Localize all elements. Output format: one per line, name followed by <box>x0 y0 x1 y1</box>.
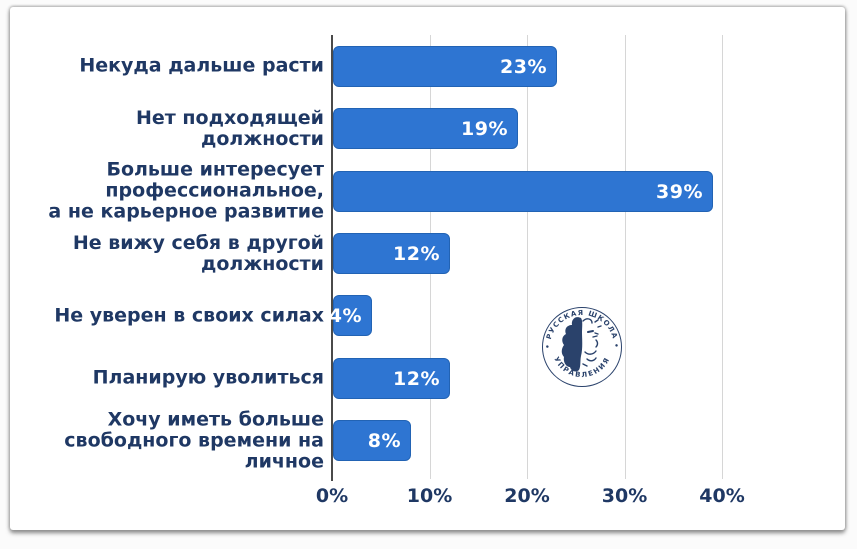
logo-ring <box>542 307 622 387</box>
lion-icon <box>561 317 602 372</box>
x-tick-label: 0% <box>315 485 349 507</box>
category-label: Планирую уволиться <box>92 366 324 389</box>
bar-value-label: 12% <box>393 242 440 265</box>
category-label: Хочу иметь больше свободного времени на … <box>64 408 324 473</box>
bar: 39% <box>333 171 713 212</box>
bar: 12% <box>333 233 450 274</box>
logo-bottom-text: УПРАВЛЕНИЯ <box>552 356 611 380</box>
bar: 19% <box>333 108 518 149</box>
x-tick-label: 40% <box>699 485 745 507</box>
bar-value-label: 4% <box>328 304 362 327</box>
gridline <box>527 35 528 479</box>
bar-value-label: 12% <box>393 367 440 390</box>
x-tick-label: 30% <box>601 485 648 507</box>
bar: 12% <box>333 358 450 399</box>
bar-value-label: 19% <box>461 117 508 140</box>
gridline <box>722 35 723 479</box>
gridline <box>624 35 626 479</box>
rsu-watermark-logo: • РУССКАЯ ШКОЛА • УПРАВЛЕНИЯ <box>542 307 622 387</box>
bar-value-label: 39% <box>656 180 703 203</box>
category-label: Некуда дальше расти <box>79 54 324 77</box>
category-label: Не вижу себя в другой должности <box>72 232 324 275</box>
plot-area: 0% 10% 20% 30% 40% Некуда дальше расти 23% Нет … <box>10 7 845 530</box>
chart-card: 0% 10% 20% 30% 40% Некуда дальше расти 23% Нет … <box>10 7 845 530</box>
bar-value-label: 23% <box>500 55 547 78</box>
bar: 23% <box>333 46 557 87</box>
bar: 4% <box>329 295 372 336</box>
x-tick-label: 20% <box>504 485 550 507</box>
category-label: Больше интересует профессиональное, а не… <box>48 158 324 223</box>
category-label: Нет подходящей должности <box>136 107 324 150</box>
category-label: Не уверен в своих силах <box>54 304 324 327</box>
bar-value-label: 8% <box>367 429 401 452</box>
x-tick-label: 10% <box>406 485 453 507</box>
y-axis-line <box>331 35 333 481</box>
bar: 8% <box>333 420 411 461</box>
